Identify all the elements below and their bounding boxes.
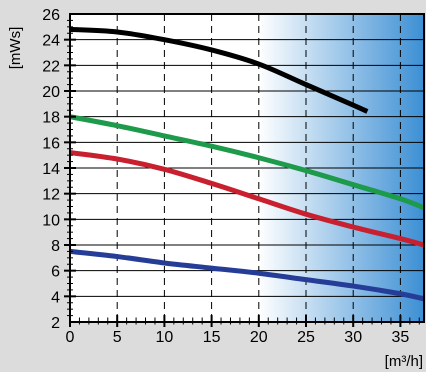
x-axis-label: [m³/h] xyxy=(385,353,423,370)
x-tick-label: 20 xyxy=(250,329,268,346)
y-tick-label: 22 xyxy=(42,58,60,75)
gridlines xyxy=(70,14,424,322)
series-lines xyxy=(70,26,424,302)
x-tick-label: 5 xyxy=(113,329,122,346)
y-tick-label: 24 xyxy=(42,33,60,50)
series-line xyxy=(70,150,424,248)
y-tick-label: 16 xyxy=(42,135,60,152)
y-tick-label: 8 xyxy=(51,238,60,255)
y-tick-label: 18 xyxy=(42,110,60,127)
y-tick-label: 6 xyxy=(51,264,60,281)
y-tick-label: 12 xyxy=(42,187,60,204)
y-tick-label: 10 xyxy=(42,212,60,229)
y-axis-label: [mWs] xyxy=(7,27,24,70)
series-line xyxy=(70,26,369,114)
x-tick-label: 30 xyxy=(344,329,362,346)
x-tick-label: 0 xyxy=(66,329,75,346)
x-tick-label: 25 xyxy=(297,329,315,346)
series-line xyxy=(70,114,424,211)
y-tick-label: 26 xyxy=(42,7,60,24)
x-tick-label: 10 xyxy=(156,329,174,346)
y-tick-label: 14 xyxy=(42,161,60,178)
y-tick-label: 2 xyxy=(51,315,60,332)
series-line xyxy=(70,248,424,302)
y-tick-label: 4 xyxy=(51,289,60,306)
axis-ticks xyxy=(64,19,420,327)
x-tick-label: 35 xyxy=(392,329,410,346)
x-tick-label: 15 xyxy=(203,329,221,346)
y-tick-label: 20 xyxy=(42,84,60,101)
